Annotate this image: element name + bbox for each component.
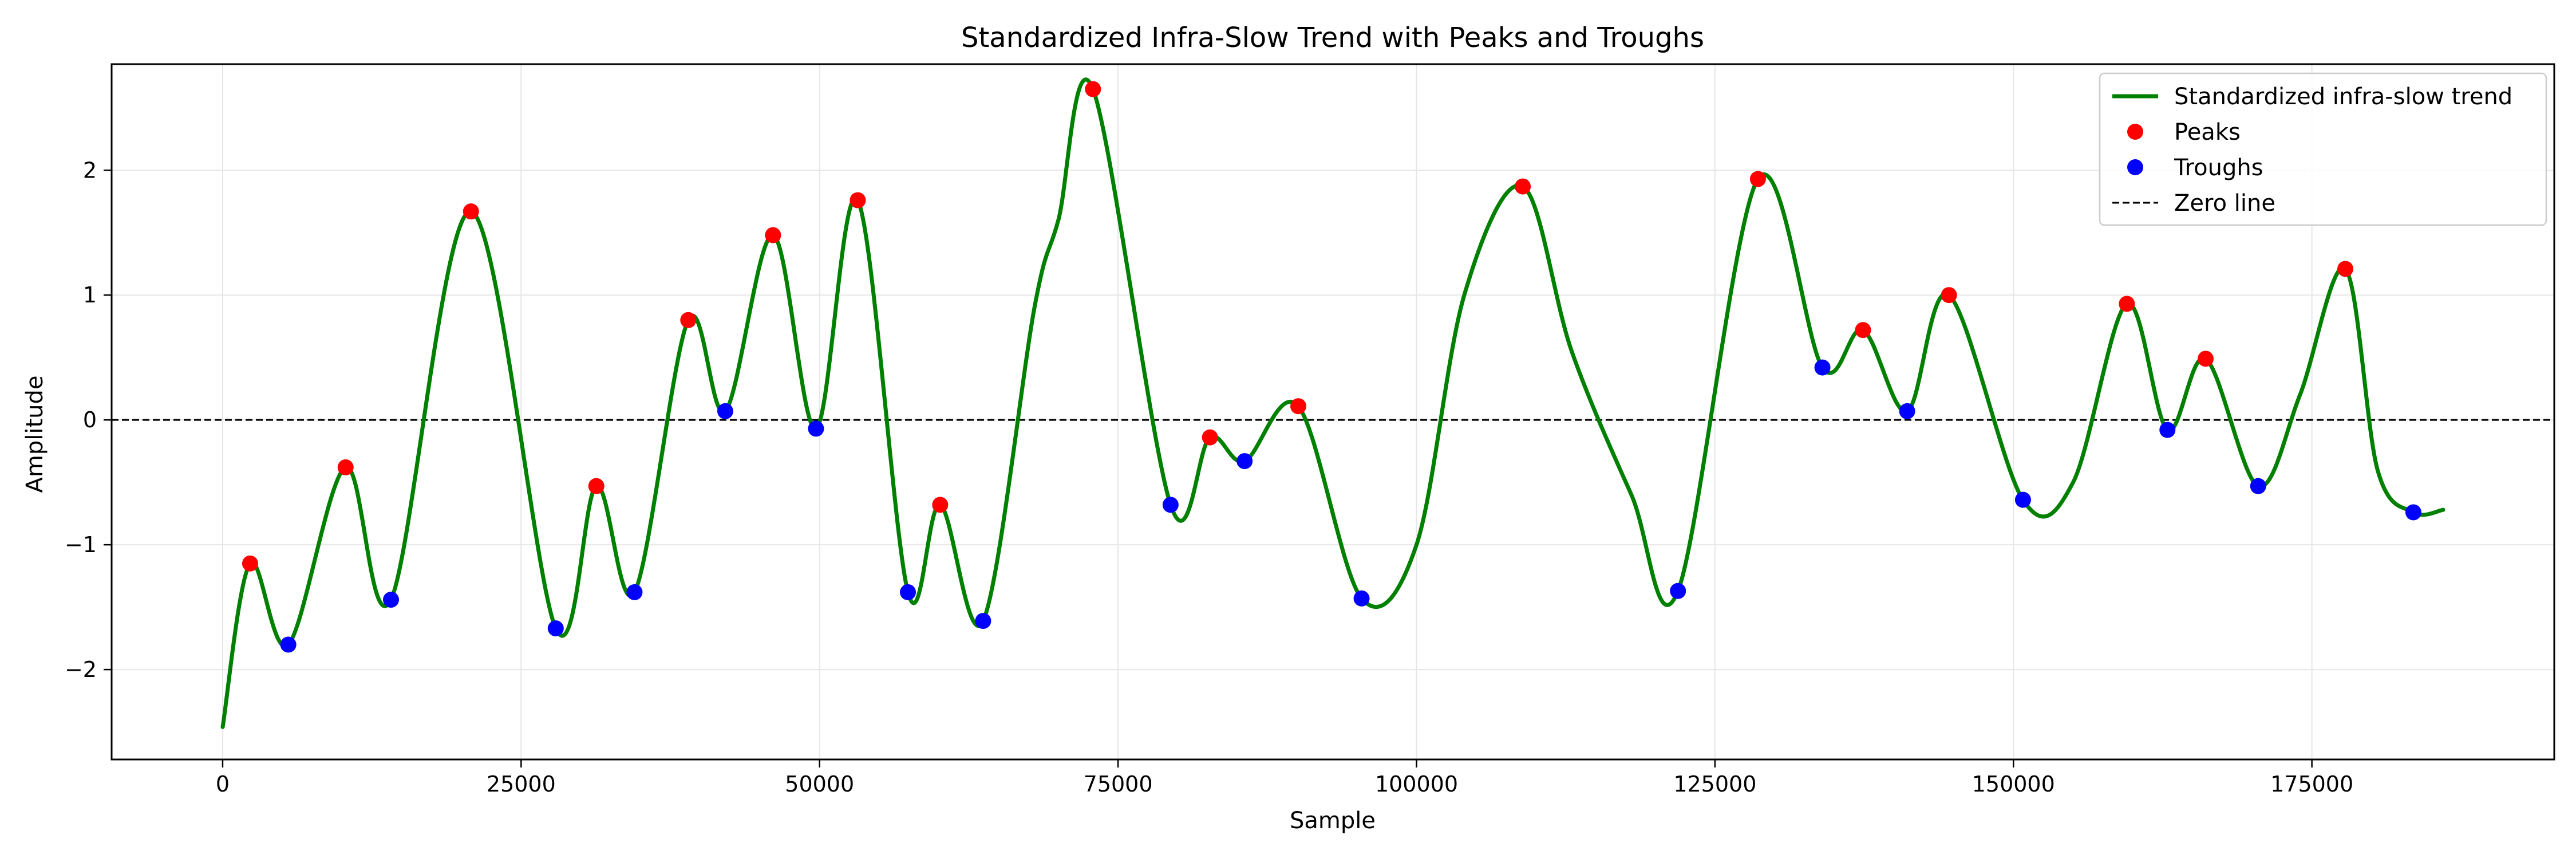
trough-marker — [1236, 453, 1253, 470]
trough-marker — [547, 620, 564, 637]
peak-marker — [1085, 81, 1101, 97]
peak-marker — [1515, 178, 1531, 195]
peak-marker — [1855, 322, 1871, 338]
x-tick-label: 50000 — [785, 772, 854, 797]
peak-marker — [2337, 261, 2354, 277]
trend-line-layer — [220, 77, 2445, 729]
marker-layer — [242, 81, 2421, 653]
trough-marker — [1814, 359, 1831, 376]
peak-marker — [1290, 398, 1307, 415]
x-tick-label: 125000 — [1673, 772, 1756, 797]
x-tick-label: 100000 — [1375, 772, 1458, 797]
legend-peaks-swatch — [2127, 124, 2143, 140]
trough-marker — [1670, 582, 1686, 599]
trough-marker — [626, 584, 643, 600]
peak-marker — [2119, 296, 2135, 312]
trough-marker — [383, 592, 400, 608]
peak-marker — [242, 555, 258, 572]
peak-marker — [680, 312, 697, 328]
y-tick-label: 2 — [83, 158, 97, 183]
legend-label: Zero line — [2174, 190, 2275, 217]
trough-marker — [808, 420, 824, 437]
trough-marker — [975, 613, 991, 629]
peak-marker — [765, 227, 781, 243]
peak-marker — [588, 478, 605, 494]
legend-label: Standardized infra-slow trend — [2174, 84, 2512, 110]
legend-label: Troughs — [2174, 155, 2263, 181]
y-tick-label: 0 — [83, 407, 97, 432]
peak-marker — [2198, 351, 2214, 367]
y-axis-label: Amplitude — [22, 376, 48, 493]
peak-marker — [850, 192, 866, 208]
tick-layer: 0 25000 50000 75000 100000 125000 150000 175000… — [65, 158, 2353, 797]
y-tick-label: −2 — [65, 657, 97, 682]
legend-box — [2099, 72, 2547, 226]
peak-marker — [1202, 429, 1218, 446]
y-tick-label: 1 — [83, 282, 97, 308]
axes-frame — [110, 63, 2555, 761]
x-axis-label: Sample — [1290, 808, 1376, 834]
trough-marker — [2014, 491, 2031, 508]
trough-marker — [2250, 478, 2266, 494]
peak-marker — [337, 459, 354, 475]
trough-marker — [2405, 504, 2421, 521]
trend-line — [220, 77, 2445, 729]
peak-marker — [1749, 171, 1766, 187]
trough-marker — [2159, 422, 2176, 438]
legend-label: Peaks — [2174, 119, 2241, 145]
trough-marker — [900, 584, 916, 600]
peak-marker — [932, 497, 949, 513]
x-tick-label: 25000 — [487, 772, 556, 797]
x-tick-label: 175000 — [2270, 772, 2353, 797]
legend-troughs-swatch — [2127, 159, 2143, 175]
trough-marker — [1162, 497, 1179, 513]
y-tick-label: −1 — [65, 532, 97, 557]
trough-marker — [1353, 590, 1370, 607]
x-tick-label: 75000 — [1084, 772, 1153, 797]
trough-marker — [1899, 403, 1915, 419]
legend: Standardized infra-slow trend Peaks Trough… — [2099, 72, 2547, 226]
x-tick-label: 0 — [216, 772, 230, 797]
peak-marker — [1941, 287, 1957, 304]
trough-marker — [717, 403, 733, 419]
x-tick-label: 150000 — [1972, 772, 2055, 797]
chart-title: Standardized Infra-Slow Trend with Peaks… — [961, 22, 1704, 54]
trough-marker — [280, 636, 297, 653]
peak-marker — [463, 203, 479, 220]
